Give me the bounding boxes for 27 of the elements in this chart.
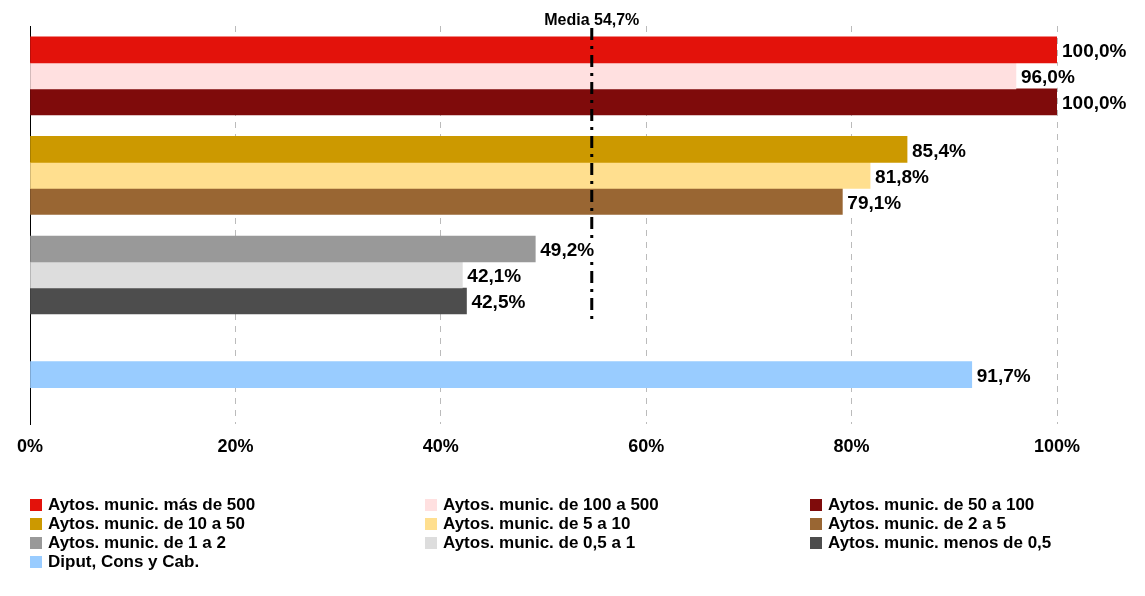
legend-label: Aytos. munic. de 50 a 100 [828, 495, 1035, 514]
legend-label: Aytos. munic. de 100 a 500 [443, 495, 659, 514]
ref-line-label: Media 54,7% [544, 11, 640, 29]
data-label: 91,7% [976, 364, 1031, 386]
x-tick-label: 80% [833, 436, 870, 457]
data-label: 85,4% [912, 139, 967, 161]
data-label: 49,2% [540, 239, 595, 261]
legend-label: Diput, Cons y Cab. [48, 552, 200, 571]
data-label: 100,0% [1062, 92, 1127, 114]
legend-label: Aytos. munic. más de 500 [48, 495, 256, 514]
x-tick-label: 100% [1033, 436, 1081, 457]
legend-label: Aytos. munic. de 2 a 5 [828, 514, 1006, 533]
x-tick-label: 40% [422, 436, 459, 457]
x-tick-label: 60% [628, 436, 665, 457]
legend-label: Aytos. munic. menos de 0,5 [828, 533, 1052, 552]
x-tick-label: 0% [16, 436, 44, 457]
legend-label: Aytos. munic. de 0,5 a 1 [443, 533, 636, 552]
legend-label: Aytos. munic. de 10 a 50 [48, 514, 245, 533]
x-tick-label: 20% [217, 436, 254, 457]
data-label: 79,1% [847, 191, 902, 213]
data-label: 42,1% [467, 265, 522, 287]
data-label: 81,8% [875, 165, 930, 187]
data-label: 100,0% [1062, 40, 1127, 62]
legend-label: Aytos. munic. de 5 a 10 [443, 514, 631, 533]
data-label: 96,0% [1020, 66, 1075, 88]
legend-label: Aytos. munic. de 1 a 2 [48, 533, 226, 552]
data-label: 42,5% [471, 291, 526, 313]
